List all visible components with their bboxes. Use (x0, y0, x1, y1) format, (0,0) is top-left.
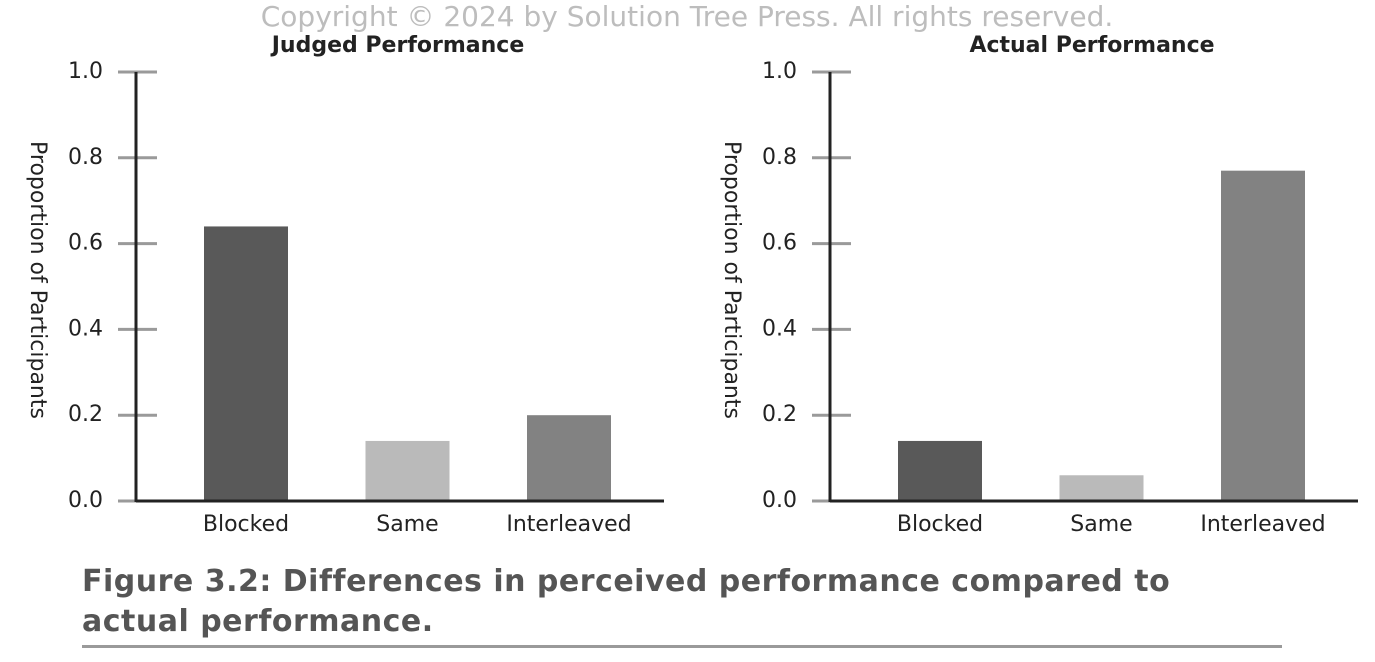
y-tick-label: 0.2 (68, 402, 103, 427)
caption-rule (82, 645, 1282, 648)
x-tick-label: Same (376, 512, 438, 537)
y-tick-label: 0.6 (68, 231, 103, 256)
bar (527, 415, 611, 501)
x-tick-label: Blocked (897, 512, 983, 537)
y-tick-label: 1.0 (762, 59, 797, 84)
y-tick-label: 0.8 (68, 145, 103, 170)
chart-title: Actual Performance (969, 33, 1214, 58)
bar (204, 226, 288, 501)
y-tick-label: 0.0 (68, 488, 103, 513)
x-tick-label: Blocked (203, 512, 289, 537)
y-tick-label: 0.2 (762, 402, 797, 427)
bar (898, 440, 982, 501)
x-tick-label: Interleaved (506, 512, 631, 537)
y-tick-label: 0.6 (762, 231, 797, 256)
y-tick-label: 0.0 (762, 488, 797, 513)
caption: Figure 3.2: Differences in perceived per… (82, 564, 1171, 639)
y-tick-label: 0.8 (762, 145, 797, 170)
bar (1059, 475, 1144, 501)
charts: Copyright © 2024 by Solution Tree Press.… (25, 0, 1358, 537)
y-axis-label: Proportion of Participants (25, 141, 50, 419)
y-axis-label: Proportion of Participants (719, 141, 744, 419)
y-tick-label: 0.4 (762, 316, 797, 341)
x-tick-label: Interleaved (1200, 512, 1325, 537)
x-tick-label: Same (1070, 512, 1132, 537)
y-tick-label: 0.4 (68, 316, 103, 341)
bar (1221, 170, 1305, 502)
bar (365, 440, 450, 501)
chart-title: Judged Performance (270, 33, 525, 58)
y-tick-label: 1.0 (68, 59, 103, 84)
copyright: Copyright © 2024 by Solution Tree Press.… (261, 0, 1114, 33)
